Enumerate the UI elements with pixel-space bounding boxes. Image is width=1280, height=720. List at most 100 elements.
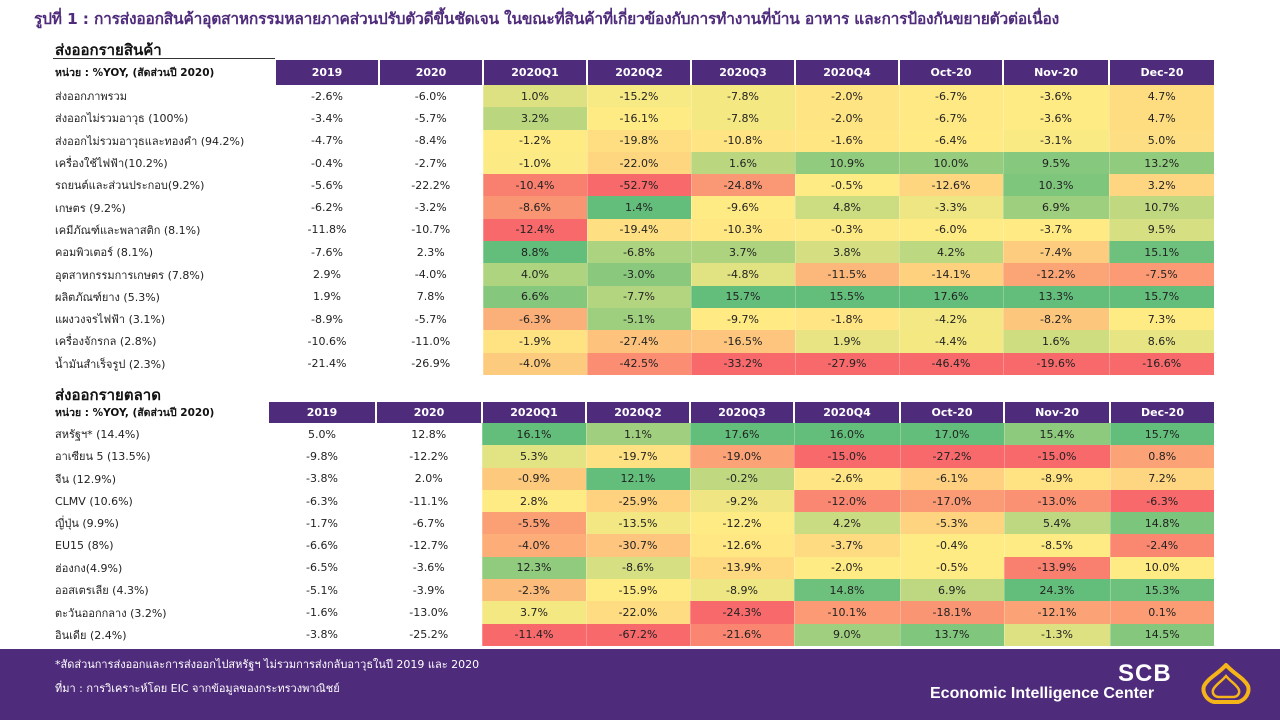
markets-row: สหรัฐฯ* (14.4%) 5.0% 12.8% 16.1% 1.1% 17.6% 16… [53, 423, 1214, 446]
products-row: ส่งออกไม่รวมอาวุธและทองคำ (94.2%) -4.7% -8… [53, 129, 1214, 152]
markets-cell: -15.0% [1003, 445, 1110, 468]
products-cell: -4.0% [414, 268, 447, 282]
products-row-label: เกษตร (9.2%) [55, 201, 126, 215]
markets-cell: -2.0% [793, 556, 900, 580]
products-cell: -46.4% [898, 352, 1003, 375]
products-cell: -6.2% [311, 201, 343, 215]
products-cell: 10.0% [898, 151, 1003, 175]
products-cell: 6.9% [1002, 196, 1109, 219]
products-cell: -14.1% [898, 263, 1003, 286]
markets-cell: 17.6% [689, 423, 794, 446]
products-heatmap-table: หน่วย : %YOY, (สัดส่วนปี 2020) 2019 2020… [53, 60, 1214, 375]
markets-row: CLMV (10.6%) -6.3% -11.1% 2.8% -25.9% -9.2% -1… [53, 489, 1214, 513]
products-cell: -3.6% [1002, 107, 1109, 130]
markets-cell: 12.8% [411, 427, 447, 441]
products-row: ส่งออกไม่รวมอาวุธ (100%) -3.4% -5.7% 3.2% -1… [53, 107, 1214, 130]
products-cell: -6.4% [898, 129, 1003, 152]
markets-col-header: 2020 [375, 402, 482, 423]
markets-cell: -12.0% [793, 489, 900, 513]
products-cell: -22.0% [586, 151, 691, 175]
products-row: เคมีภัณฑ์และพลาสติก (8.1%) -11.8% -10.7% -1… [53, 218, 1214, 242]
markets-cell: -6.3% [1109, 489, 1214, 513]
products-cell: -3.7% [1002, 218, 1109, 242]
products-cell: -7.8% [690, 107, 795, 130]
products-cell: -1.2% [482, 129, 587, 152]
products-cell: 17.6% [898, 285, 1003, 308]
markets-row: ออสเตรเลีย (4.3%) -5.1% -3.9% -2.3% -15.9% -8… [53, 579, 1214, 602]
markets-cell: 6.9% [899, 579, 1004, 602]
markets-cell: 24.3% [1003, 579, 1110, 602]
markets-cell: -6.3% [306, 494, 338, 508]
products-cell: 1.0% [482, 85, 587, 108]
products-cell: -5.6% [311, 178, 343, 192]
products-cell: -9.7% [690, 307, 795, 331]
products-cell: -7.5% [1108, 263, 1214, 286]
markets-row-label: ออสเตรเลีย (4.3%) [55, 584, 149, 598]
products-cell: -6.8% [586, 241, 691, 264]
markets-cell: -13.0% [409, 606, 449, 620]
products-cell: -15.2% [586, 85, 691, 108]
markets-cell: -12.2% [409, 449, 449, 463]
markets-cell: -1.6% [306, 606, 338, 620]
markets-cell: -13.9% [689, 556, 794, 580]
markets-cell: 15.7% [1109, 423, 1214, 446]
markets-cell: 1.1% [585, 423, 690, 446]
products-cell: 8.8% [482, 241, 587, 264]
products-cell: -16.6% [1108, 352, 1214, 375]
products-cell: -11.8% [307, 223, 347, 237]
products-row-label: ส่งออกภาพรวม [55, 90, 127, 104]
markets-cell: -0.4% [899, 534, 1004, 557]
products-cell: -6.3% [482, 307, 587, 331]
markets-cell: -4.0% [481, 534, 586, 557]
markets-cell: -6.5% [306, 561, 338, 575]
markets-cell: 12.3% [481, 556, 586, 580]
products-cell: 2.9% [313, 268, 341, 282]
products-cell: 15.5% [794, 285, 899, 308]
markets-cell: 16.1% [481, 423, 586, 446]
products-cell: -4.8% [690, 263, 795, 286]
products-cell: -6.7% [898, 107, 1003, 130]
products-cell: -7.6% [311, 245, 343, 259]
markets-cell: 16.0% [793, 423, 900, 446]
markets-cell: -1.7% [306, 516, 338, 530]
markets-cell: -17.0% [899, 489, 1004, 513]
markets-cell: -8.9% [689, 579, 794, 602]
products-row-label: เคมีภัณฑ์และพลาสติก (8.1%) [55, 223, 201, 237]
products-row-label: ผลิตภัณฑ์ยาง (5.3%) [55, 290, 160, 304]
markets-cell: -3.8% [306, 472, 338, 486]
markets-row-label: ฮ่องกง(4.9%) [55, 561, 123, 575]
markets-cell: 14.8% [1109, 512, 1214, 535]
markets-col-header: 2019 [267, 402, 376, 423]
markets-cell: 5.4% [1003, 512, 1110, 535]
products-cell: -8.9% [311, 312, 343, 326]
markets-cell: -11.1% [409, 494, 449, 508]
markets-col-header: Nov-20 [1003, 402, 1110, 423]
products-row: ผลิตภัณฑ์ยาง (5.3%) 1.9% 7.8% 6.6% -7.7% 15.7… [53, 285, 1214, 308]
markets-col-header: Dec-20 [1109, 402, 1214, 423]
markets-cell: -19.0% [689, 445, 794, 468]
scb-emblem-icon [1201, 663, 1251, 704]
products-cell: -3.2% [414, 201, 447, 215]
markets-row: ตะวันออกกลาง (3.2%) -1.6% -13.0% 3.7% -22.0%… [53, 601, 1214, 624]
products-cell: 1.6% [1002, 330, 1109, 353]
products-cell: -7.7% [586, 285, 691, 308]
markets-cell: -27.2% [899, 445, 1004, 468]
products-cell: 1.9% [794, 330, 899, 353]
products-cell: -52.7% [586, 174, 691, 197]
markets-cell: -13.0% [1003, 489, 1110, 513]
markets-cell: -19.7% [585, 445, 690, 468]
products-col-header: 2019 [274, 60, 379, 85]
products-cell: -7.4% [1002, 241, 1109, 264]
markets-col-header: 2020Q3 [689, 402, 794, 423]
markets-cell: 2.0% [414, 472, 443, 486]
products-cell: -3.6% [1002, 85, 1109, 108]
products-cell: -10.6% [307, 334, 347, 348]
markets-cell: 5.3% [481, 445, 586, 468]
markets-cell: -8.9% [1003, 467, 1110, 490]
markets-cell: -5.3% [899, 512, 1004, 535]
products-cell: 5.0% [1108, 129, 1214, 152]
markets-col-header: Oct-20 [899, 402, 1004, 423]
markets-cell: 0.8% [1109, 445, 1214, 468]
products-cell: -2.0% [794, 107, 899, 130]
markets-section-title: ส่งออกรายตลาด [55, 386, 161, 404]
